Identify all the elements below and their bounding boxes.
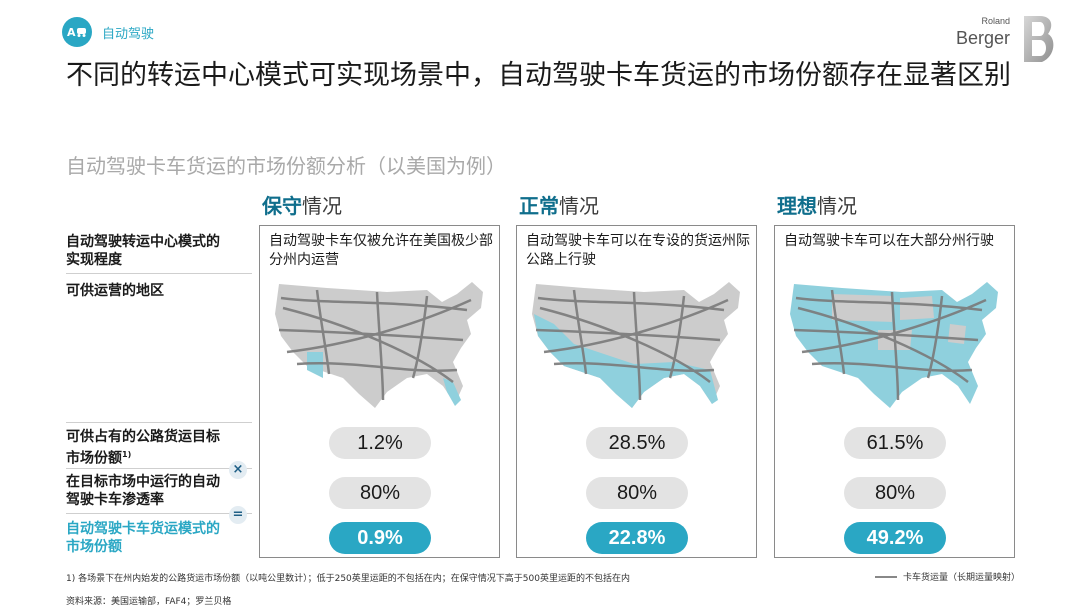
us-map-normal xyxy=(532,282,740,408)
logo-mark-icon xyxy=(1024,16,1054,62)
route-line-icon xyxy=(874,575,897,578)
target-share-value: 1.2% xyxy=(329,427,431,459)
scenario-heading-ideal: 理想情况 xyxy=(777,194,857,218)
multiply-icon: × xyxy=(229,461,247,479)
scenario-panel-conservative: 自动驾驶卡车仅被允许在美国极少部分州内运营 1.2% 80% 0.9% xyxy=(259,225,500,558)
roland-berger-logo: Roland Berger xyxy=(956,16,1058,64)
row-label-regions: 可供运营的地区 xyxy=(66,283,164,299)
target-share-value: 28.5% xyxy=(586,427,688,459)
scenario-description: 自动驾驶卡车可以在大部分州行驶 xyxy=(784,233,994,249)
row-divider xyxy=(66,273,252,274)
target-share-value: 61.5% xyxy=(844,427,946,459)
page-title: 不同的转运中心模式可实现场景中，自动驾驶卡车货运的市场份额存在显著区别 xyxy=(66,60,1011,91)
row-label-result: 自动驾驶卡车货运模式的市场份额 xyxy=(66,521,220,555)
us-map-conservative xyxy=(275,282,483,408)
scenario-description: 自动驾驶卡车仅被允许在美国极少部分州内运营 xyxy=(269,233,493,268)
scenario-panel-normal: 自动驾驶卡车可以在专设的货运州际公路上行驶 28.5% 80% 22.8% xyxy=(516,225,757,558)
row-label-penetration: 在目标市场中运行的自动驾驶卡车渗透率 xyxy=(66,474,220,508)
scenario-description: 自动驾驶卡车可以在专设的货运州际公路上行驶 xyxy=(526,233,750,268)
autonomous-car-icon: A xyxy=(62,17,92,47)
penetration-value: 80% xyxy=(844,477,946,509)
source-note: 资料来源：美国运输部，FAF4；罗兰贝格 xyxy=(66,597,232,607)
scenario-heading-conservative: 保守情况 xyxy=(262,194,342,218)
penetration-value: 80% xyxy=(586,477,688,509)
row-label-realization: 自动驾驶转运中心模式的实现程度 xyxy=(66,234,220,268)
scenario-panel-ideal: 自动驾驶卡车可以在大部分州行驶 61.5% 80% 49.2% xyxy=(774,225,1015,558)
row-divider xyxy=(66,422,252,423)
equals-icon: = xyxy=(229,506,247,524)
svg-text:A: A xyxy=(67,26,76,39)
map-legend: 卡车货运量（长期运量映射） xyxy=(874,570,1020,583)
page-subtitle: 自动驾驶卡车货运的市场份额分析（以美国为例） xyxy=(66,154,506,178)
scenario-heading-normal: 正常情况 xyxy=(519,194,599,218)
logo-text-big: Berger xyxy=(955,28,1010,48)
footnote: 1) 各场景下在州内始发的公路货运市场份额（以吨公里数计）；低于250英里运距的… xyxy=(66,574,630,584)
row-label-target-share: 可供占有的公路货运目标市场份额1) xyxy=(66,429,220,467)
result-value: 22.8% xyxy=(586,522,688,554)
penetration-value: 80% xyxy=(329,477,431,509)
legend-label: 卡车货运量（长期运量映射） xyxy=(902,573,1020,583)
row-divider xyxy=(66,468,252,469)
section-label: 自动驾驶 xyxy=(102,26,155,42)
section-badge: A 自动驾驶 xyxy=(62,17,154,47)
logo-text-small: Roland xyxy=(981,16,1010,26)
us-map-ideal xyxy=(790,282,998,408)
row-divider xyxy=(66,513,252,514)
result-value: 49.2% xyxy=(844,522,946,554)
result-value: 0.9% xyxy=(329,522,431,554)
